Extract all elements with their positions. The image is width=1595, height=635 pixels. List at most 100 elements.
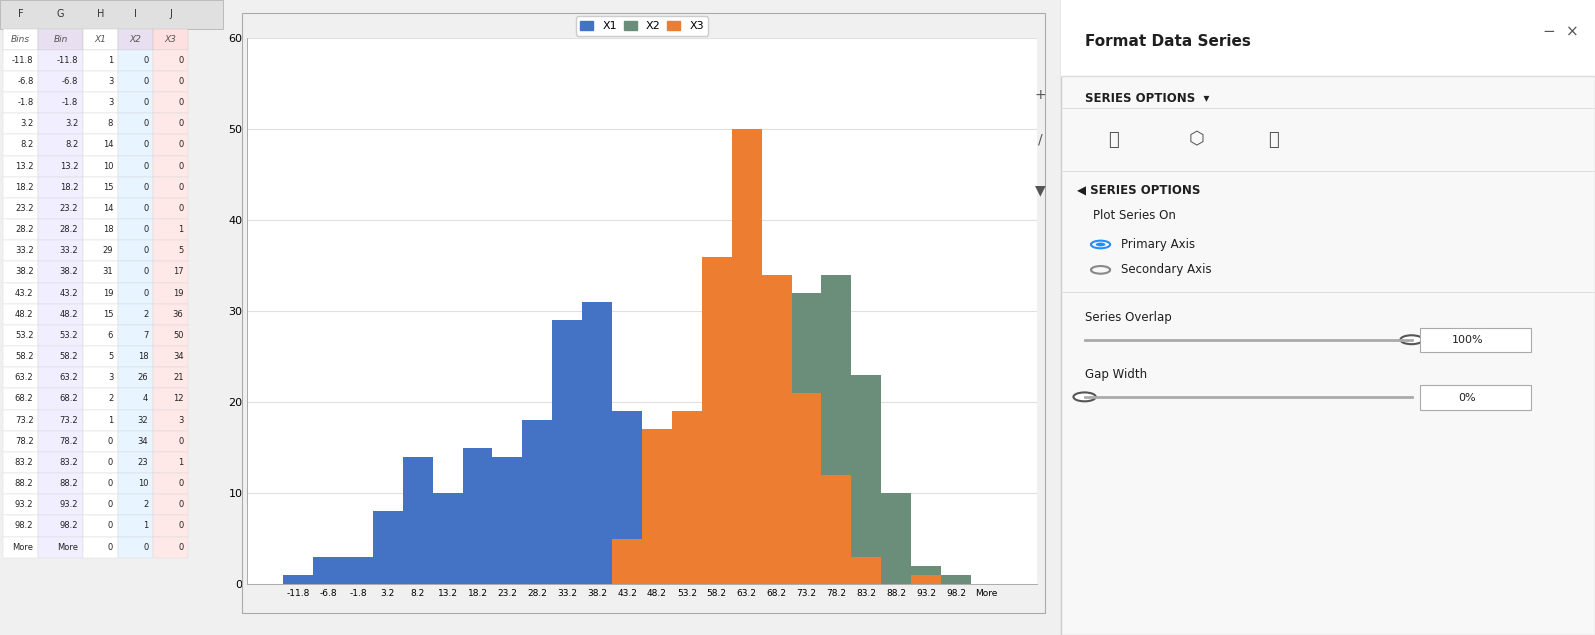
Bar bbox=[552, 320, 582, 584]
Text: 1: 1 bbox=[179, 458, 183, 467]
Text: 4: 4 bbox=[144, 394, 148, 403]
Text: 58.2: 58.2 bbox=[59, 352, 78, 361]
Text: 2: 2 bbox=[108, 394, 113, 403]
Text: J: J bbox=[169, 9, 172, 19]
Text: H: H bbox=[97, 9, 104, 19]
Text: 83.2: 83.2 bbox=[59, 458, 78, 467]
Bar bbox=[791, 393, 821, 584]
Text: 0: 0 bbox=[179, 119, 183, 128]
Text: 38.2: 38.2 bbox=[14, 267, 33, 276]
Bar bbox=[284, 575, 313, 584]
Text: 53.2: 53.2 bbox=[59, 331, 78, 340]
Bar bbox=[911, 566, 941, 584]
Text: 17: 17 bbox=[172, 267, 183, 276]
Text: 3: 3 bbox=[108, 98, 113, 107]
Text: Plot Series On: Plot Series On bbox=[1093, 210, 1176, 222]
Text: 1: 1 bbox=[108, 416, 113, 425]
Text: 0: 0 bbox=[179, 521, 183, 530]
Text: 15: 15 bbox=[102, 183, 113, 192]
Text: 19: 19 bbox=[172, 289, 183, 298]
Text: 31: 31 bbox=[102, 267, 113, 276]
Text: 100%: 100% bbox=[1451, 335, 1483, 345]
Text: 83.2: 83.2 bbox=[14, 458, 33, 467]
Bar bbox=[880, 493, 911, 584]
Text: 0: 0 bbox=[144, 225, 148, 234]
Text: 14: 14 bbox=[102, 140, 113, 149]
Text: 21: 21 bbox=[172, 373, 183, 382]
Text: 28.2: 28.2 bbox=[59, 225, 78, 234]
Text: 8.2: 8.2 bbox=[65, 140, 78, 149]
Text: 15: 15 bbox=[102, 310, 113, 319]
Bar bbox=[762, 566, 791, 584]
Text: 38.2: 38.2 bbox=[59, 267, 78, 276]
Text: 0: 0 bbox=[179, 183, 183, 192]
Text: 🖌: 🖌 bbox=[1109, 131, 1120, 149]
Text: 63.2: 63.2 bbox=[14, 373, 33, 382]
Bar bbox=[762, 275, 791, 584]
Text: -1.8: -1.8 bbox=[62, 98, 78, 107]
Text: 0: 0 bbox=[108, 521, 113, 530]
Text: 36: 36 bbox=[172, 310, 183, 319]
Bar bbox=[732, 347, 762, 584]
Text: 8.2: 8.2 bbox=[21, 140, 33, 149]
Text: 50: 50 bbox=[172, 331, 183, 340]
Text: 0: 0 bbox=[179, 56, 183, 65]
Text: Format Data Series: Format Data Series bbox=[1085, 34, 1250, 49]
Text: 53.2: 53.2 bbox=[14, 331, 33, 340]
Text: 0: 0 bbox=[179, 140, 183, 149]
Text: 33.2: 33.2 bbox=[14, 246, 33, 255]
Text: 3: 3 bbox=[108, 373, 113, 382]
Text: 29: 29 bbox=[102, 246, 113, 255]
Text: 34: 34 bbox=[172, 352, 183, 361]
Text: 0: 0 bbox=[179, 162, 183, 171]
Bar bbox=[671, 448, 702, 584]
Bar bbox=[373, 511, 402, 584]
Text: 43.2: 43.2 bbox=[14, 289, 33, 298]
Text: 13.2: 13.2 bbox=[59, 162, 78, 171]
Bar bbox=[852, 375, 880, 584]
Text: /: / bbox=[1038, 133, 1042, 147]
Text: 0: 0 bbox=[108, 479, 113, 488]
Bar bbox=[612, 538, 641, 584]
Text: 0: 0 bbox=[144, 289, 148, 298]
Text: 0: 0 bbox=[108, 500, 113, 509]
Text: 8: 8 bbox=[108, 119, 113, 128]
Text: 78.2: 78.2 bbox=[14, 437, 33, 446]
Text: 0: 0 bbox=[144, 204, 148, 213]
Text: −: − bbox=[1542, 24, 1555, 39]
Text: 23.2: 23.2 bbox=[59, 204, 78, 213]
Bar bbox=[612, 411, 641, 584]
Bar bbox=[702, 257, 732, 584]
Text: 26: 26 bbox=[137, 373, 148, 382]
Text: Primary Axis: Primary Axis bbox=[1121, 238, 1195, 251]
Text: 10: 10 bbox=[102, 162, 113, 171]
Text: 0: 0 bbox=[144, 183, 148, 192]
Text: 58.2: 58.2 bbox=[14, 352, 33, 361]
Text: Secondary Axis: Secondary Axis bbox=[1121, 264, 1212, 276]
Bar bbox=[582, 302, 612, 584]
Text: 34: 34 bbox=[137, 437, 148, 446]
Text: 0: 0 bbox=[144, 119, 148, 128]
Bar bbox=[313, 557, 343, 584]
Text: 5: 5 bbox=[108, 352, 113, 361]
Text: 73.2: 73.2 bbox=[14, 416, 33, 425]
Text: 93.2: 93.2 bbox=[59, 500, 78, 509]
Text: ×: × bbox=[1566, 24, 1579, 39]
Bar bbox=[402, 457, 432, 584]
Text: -11.8: -11.8 bbox=[13, 56, 33, 65]
Text: 14: 14 bbox=[102, 204, 113, 213]
Bar bbox=[641, 429, 671, 584]
Text: 0: 0 bbox=[144, 543, 148, 552]
Text: 5: 5 bbox=[179, 246, 183, 255]
Bar bbox=[821, 275, 852, 584]
Legend: X1, X2, X3: X1, X2, X3 bbox=[576, 17, 708, 36]
Text: 2: 2 bbox=[144, 310, 148, 319]
Bar bbox=[941, 575, 971, 584]
Bar bbox=[762, 548, 791, 584]
Bar bbox=[671, 411, 702, 584]
Text: 7: 7 bbox=[144, 331, 148, 340]
Text: 3.2: 3.2 bbox=[65, 119, 78, 128]
Text: 0: 0 bbox=[144, 267, 148, 276]
Text: ◀ SERIES OPTIONS: ◀ SERIES OPTIONS bbox=[1077, 184, 1199, 197]
Text: More: More bbox=[57, 543, 78, 552]
